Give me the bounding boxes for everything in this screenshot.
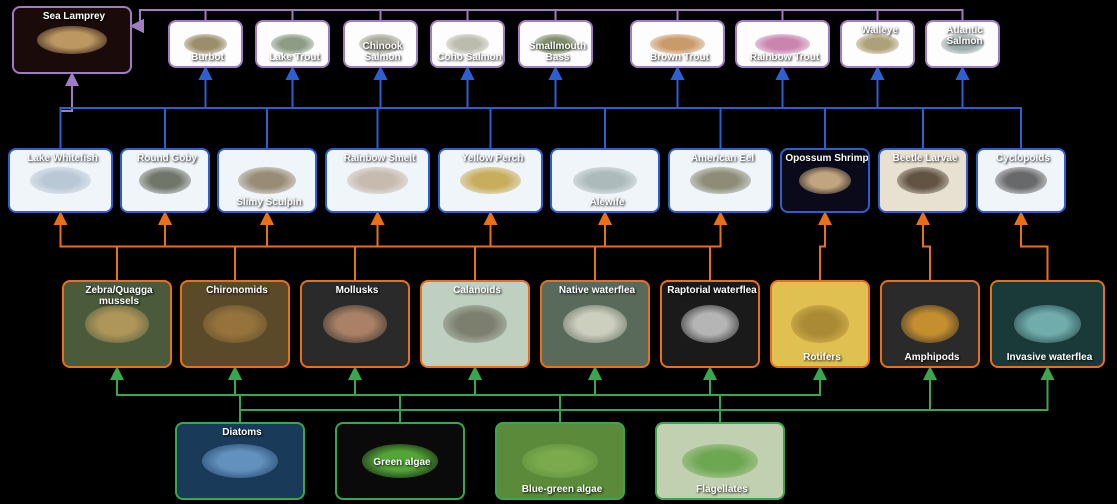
node-label: Zebra/Quagga mussels bbox=[67, 285, 171, 307]
organism-shape bbox=[446, 34, 489, 54]
node-diatoms: Diatoms bbox=[175, 422, 305, 500]
node-label: Slimy Sculpin bbox=[222, 197, 316, 208]
organism-shape bbox=[799, 167, 851, 194]
node-chironomids: Chironomids bbox=[180, 280, 290, 368]
organism-shape bbox=[271, 34, 314, 54]
node-raptorial_waterflea: Raptorial waterflea bbox=[660, 280, 760, 368]
node-round_goby: Round Goby bbox=[120, 148, 210, 213]
node-label: Green algae bbox=[340, 457, 464, 468]
node-label: Mollusks bbox=[305, 285, 409, 296]
node-label: Cyclopoids bbox=[981, 153, 1065, 164]
organism-shape bbox=[681, 305, 739, 343]
node-yellow_perch: Yellow Perch bbox=[438, 148, 543, 213]
organism-shape bbox=[347, 167, 408, 194]
organism-shape bbox=[682, 444, 758, 477]
node-zebra_quagga: Zebra/Quagga mussels bbox=[62, 280, 172, 368]
node-label: Smallmouth Bass bbox=[523, 41, 592, 63]
node-walleye: Walleye bbox=[840, 20, 915, 68]
node-label: Rainbow Smelt bbox=[330, 153, 429, 164]
organism-shape bbox=[856, 34, 899, 54]
node-label: Diatoms bbox=[180, 427, 304, 438]
node-label: Round Goby bbox=[125, 153, 209, 164]
node-mollusks: Mollusks bbox=[300, 280, 410, 368]
organism-shape bbox=[650, 34, 705, 54]
organism-shape bbox=[85, 305, 149, 343]
node-label: Atlantic Salmon bbox=[930, 25, 999, 47]
organism-shape bbox=[755, 34, 810, 54]
node-label: Raptorial waterflea bbox=[665, 285, 759, 296]
node-label: Coho Salmon bbox=[435, 52, 504, 63]
node-lake_whitefish: Lake Whitefish bbox=[8, 148, 113, 213]
node-label: Blue-green algae bbox=[500, 484, 624, 495]
node-rainbow_trout: Rainbow Trout bbox=[735, 20, 830, 68]
node-rotifers: Rotifers bbox=[770, 280, 870, 368]
node-smallmouth_bass: Smallmouth Bass bbox=[518, 20, 593, 68]
organism-shape bbox=[30, 167, 91, 194]
node-coho_salmon: Coho Salmon bbox=[430, 20, 505, 68]
organism-shape bbox=[791, 305, 849, 343]
node-label: Chironomids bbox=[185, 285, 289, 296]
node-brown_trout: Brown Trout bbox=[630, 20, 725, 68]
organism-shape bbox=[203, 305, 267, 343]
organism-shape bbox=[184, 34, 227, 54]
node-label: Rotifers bbox=[775, 352, 869, 363]
organism-shape bbox=[901, 305, 959, 343]
organism-shape bbox=[563, 305, 627, 343]
node-chinook_salmon: Chinook Salmon bbox=[343, 20, 418, 68]
node-calanoids: Calanoids bbox=[420, 280, 530, 368]
node-label: Opossum Shrimp bbox=[785, 153, 869, 164]
node-cyclopoids: Cyclopoids bbox=[976, 148, 1066, 213]
node-label: Alewife bbox=[555, 197, 659, 208]
organism-shape bbox=[573, 167, 637, 194]
node-label: Amphipods bbox=[885, 352, 979, 363]
node-opossum_shrimp: Opossum Shrimp bbox=[780, 148, 870, 213]
node-label: Burbot bbox=[173, 52, 242, 63]
node-lake_trout: Lake Trout bbox=[255, 20, 330, 68]
organism-shape bbox=[238, 167, 296, 194]
node-label: Rainbow Trout bbox=[740, 52, 829, 63]
organism-shape bbox=[202, 444, 278, 477]
organism-shape bbox=[139, 167, 191, 194]
organism-shape bbox=[690, 167, 751, 194]
organism-shape bbox=[37, 26, 107, 55]
node-label: Beetle Larvae bbox=[883, 153, 967, 164]
node-american_eel: American Eel bbox=[668, 148, 773, 213]
organism-shape bbox=[443, 305, 507, 343]
node-flagellates: Flagellates bbox=[655, 422, 785, 500]
node-alewife: Alewife bbox=[550, 148, 660, 213]
node-native_waterflea: Native waterflea bbox=[540, 280, 650, 368]
node-amphipods: Amphipods bbox=[880, 280, 980, 368]
node-label: American Eel bbox=[673, 153, 772, 164]
node-sea_lamprey: Sea Lamprey bbox=[12, 6, 132, 74]
node-slimy_sculpin: Slimy Sculpin bbox=[217, 148, 317, 213]
organism-shape bbox=[1014, 305, 1081, 343]
organism-shape bbox=[460, 167, 521, 194]
node-green_algae: Green algae bbox=[335, 422, 465, 500]
organism-shape bbox=[995, 167, 1047, 194]
node-label: Lake Trout bbox=[260, 52, 329, 63]
node-label: Invasive waterflea bbox=[995, 352, 1104, 363]
node-rainbow_smelt: Rainbow Smelt bbox=[325, 148, 430, 213]
node-label: Walleye bbox=[845, 25, 914, 36]
node-label: Chinook Salmon bbox=[348, 41, 417, 63]
node-blue_green_algae: Blue-green algae bbox=[495, 422, 625, 500]
node-atlantic_salmon: Atlantic Salmon bbox=[925, 20, 1000, 68]
node-label: Sea Lamprey bbox=[17, 11, 131, 22]
node-label: Flagellates bbox=[660, 484, 784, 495]
node-label: Lake Whitefish bbox=[13, 153, 112, 164]
organism-shape bbox=[897, 167, 949, 194]
node-burbot: Burbot bbox=[168, 20, 243, 68]
node-label: Yellow Perch bbox=[443, 153, 542, 164]
organism-shape bbox=[522, 444, 598, 477]
node-label: Calanoids bbox=[425, 285, 529, 296]
node-beetle_larvae: Beetle Larvae bbox=[878, 148, 968, 213]
node-label: Brown Trout bbox=[635, 52, 724, 63]
node-invasive_waterflea: Invasive waterflea bbox=[990, 280, 1105, 368]
node-label: Native waterflea bbox=[545, 285, 649, 296]
organism-shape bbox=[323, 305, 387, 343]
